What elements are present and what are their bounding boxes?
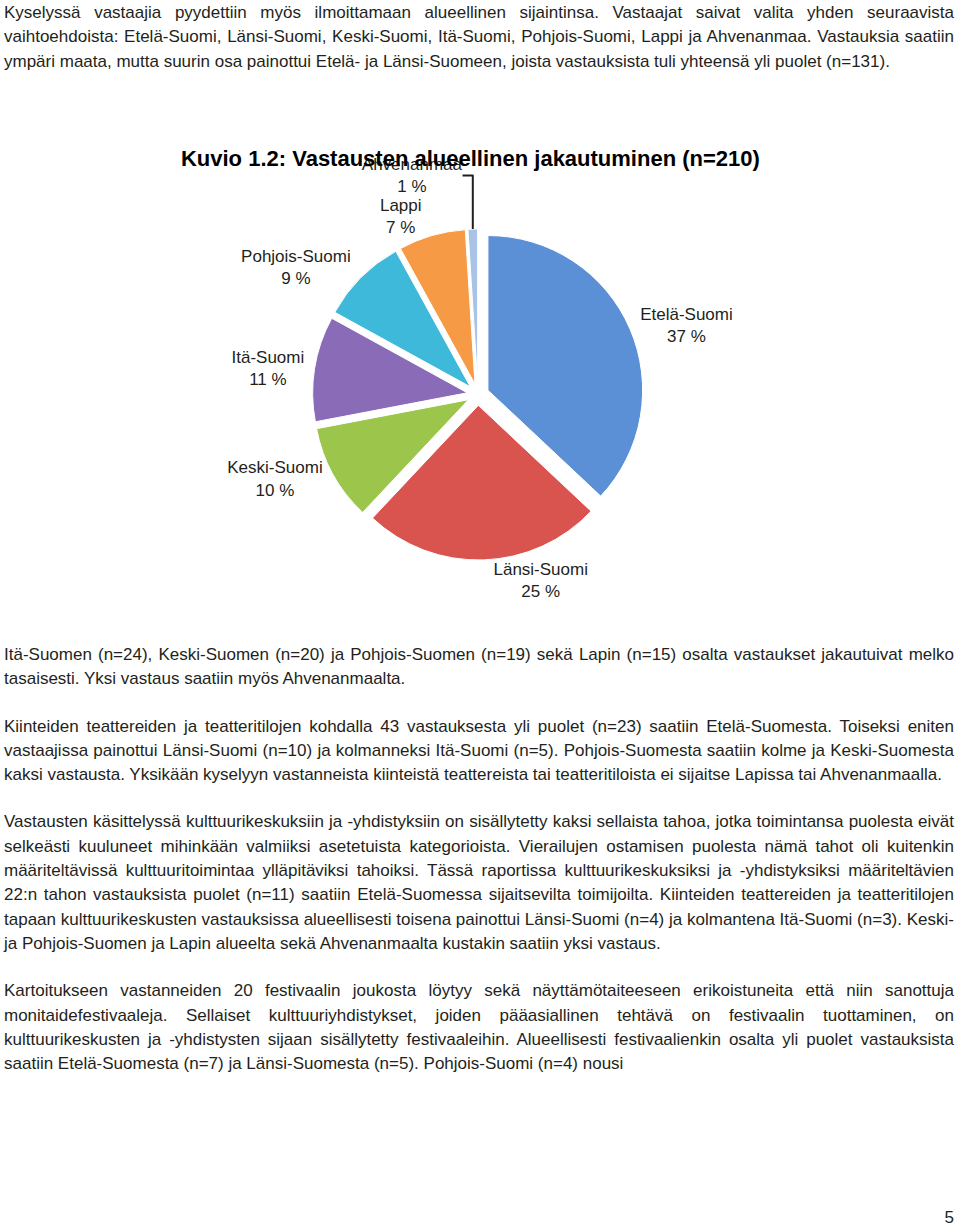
svg-text:Lappi7 %: Lappi7 % (380, 196, 422, 237)
html-text:Kyselyssä vastaajia pyydettiin: Kyselyssä vastaajia pyydettiin myös ilmo… (4, 3, 954, 71)
html-text:Kartoitukseen vastanneiden 20: Kartoitukseen vastanneiden 20 festivaali… (4, 981, 954, 1074)
html-text:5: 5 (944, 1208, 954, 1227)
html-text:Itä-Suomen (n=24), Keski-Suome: Itä-Suomen (n=24), Keski-Suomen (n=20) j… (4, 645, 954, 689)
svg-text:Etelä-Suomi37 %: Etelä-Suomi37 % (640, 305, 733, 346)
svg-text:Itä-Suomi11 %: Itä-Suomi11 % (232, 348, 305, 389)
html-text:Vastausten käsittelyssä kulttu: Vastausten käsittelyssä kulttuurikeskuks… (4, 812, 954, 953)
html-text:Kiinteiden teattereiden ja tea: Kiinteiden teattereiden ja teatteritiloj… (4, 716, 954, 785)
svg-text:Keski-Suomi10 %: Keski-Suomi10 % (227, 458, 322, 499)
svg-text:Kuvio 1.2: Vastausten alueelli: Kuvio 1.2: Vastausten alueellinen jakaut… (181, 146, 760, 171)
svg-text:Länsi-Suomi25 %: Länsi-Suomi25 % (493, 560, 588, 601)
svg-text:Ahvenanmaa1 %: Ahvenanmaa1 % (362, 155, 463, 196)
svg-text:Pohjois-Suomi9 %: Pohjois-Suomi9 % (241, 247, 351, 288)
